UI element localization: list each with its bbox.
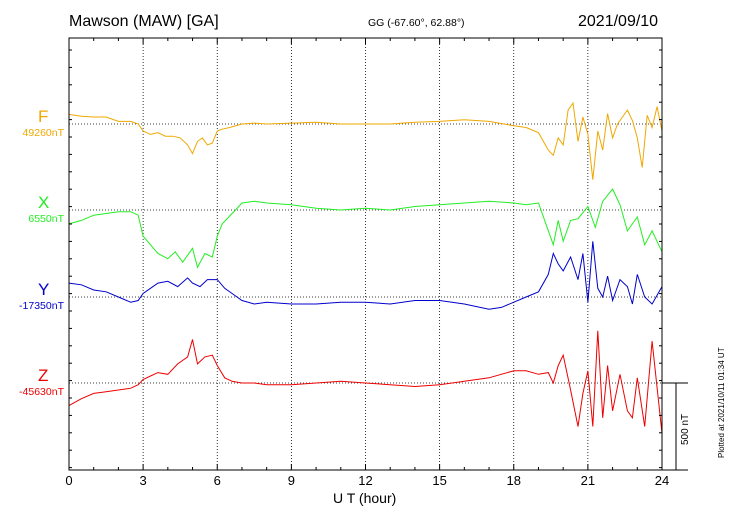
x-tick-label: 0 (65, 473, 73, 488)
scale-bar-label: 500 nT (680, 413, 691, 445)
scale-bar (662, 382, 688, 471)
x-tick-label: 6 (213, 473, 221, 488)
x-tick-label: 24 (654, 473, 670, 488)
series-line-X (68, 188, 663, 269)
series-letter-F: F (38, 107, 49, 126)
x-tick-label: 12 (358, 473, 373, 488)
axis-ticks (68, 38, 663, 470)
geographic-coordinates: GG (-67.60°, 62.88°) (368, 17, 465, 29)
x-tick-label: 3 (139, 473, 147, 488)
x-tick-label: 9 (287, 473, 295, 488)
series-line-F (68, 101, 663, 180)
series-line-Z (68, 330, 663, 434)
series-letter-Z: Z (38, 366, 49, 385)
series-line-Y (68, 241, 663, 310)
x-tick-label: 15 (432, 473, 447, 488)
series-baseline-value-F: 49260nT (22, 127, 64, 139)
x-tick-label: 18 (506, 473, 521, 488)
plot-date: 2021/09/10 (578, 13, 659, 30)
x-tick-label: 21 (580, 473, 596, 488)
grid-lines (69, 38, 662, 470)
series-lines (68, 101, 663, 434)
series-letter-Y: Y (38, 280, 50, 299)
series-letter-X: X (38, 193, 50, 212)
series-baseline-value-Y: -17350nT (19, 300, 64, 312)
plotted-timestamp: Plotted at 2021/10/11 01:34 UT (717, 347, 726, 458)
series-baseline-value-Z: -45630nT (19, 386, 64, 398)
series-baseline-value-X: 6550nT (28, 213, 64, 225)
x-axis-label: U T (hour) (333, 490, 397, 506)
station-name: Mawson (MAW) [GA] (69, 13, 219, 30)
